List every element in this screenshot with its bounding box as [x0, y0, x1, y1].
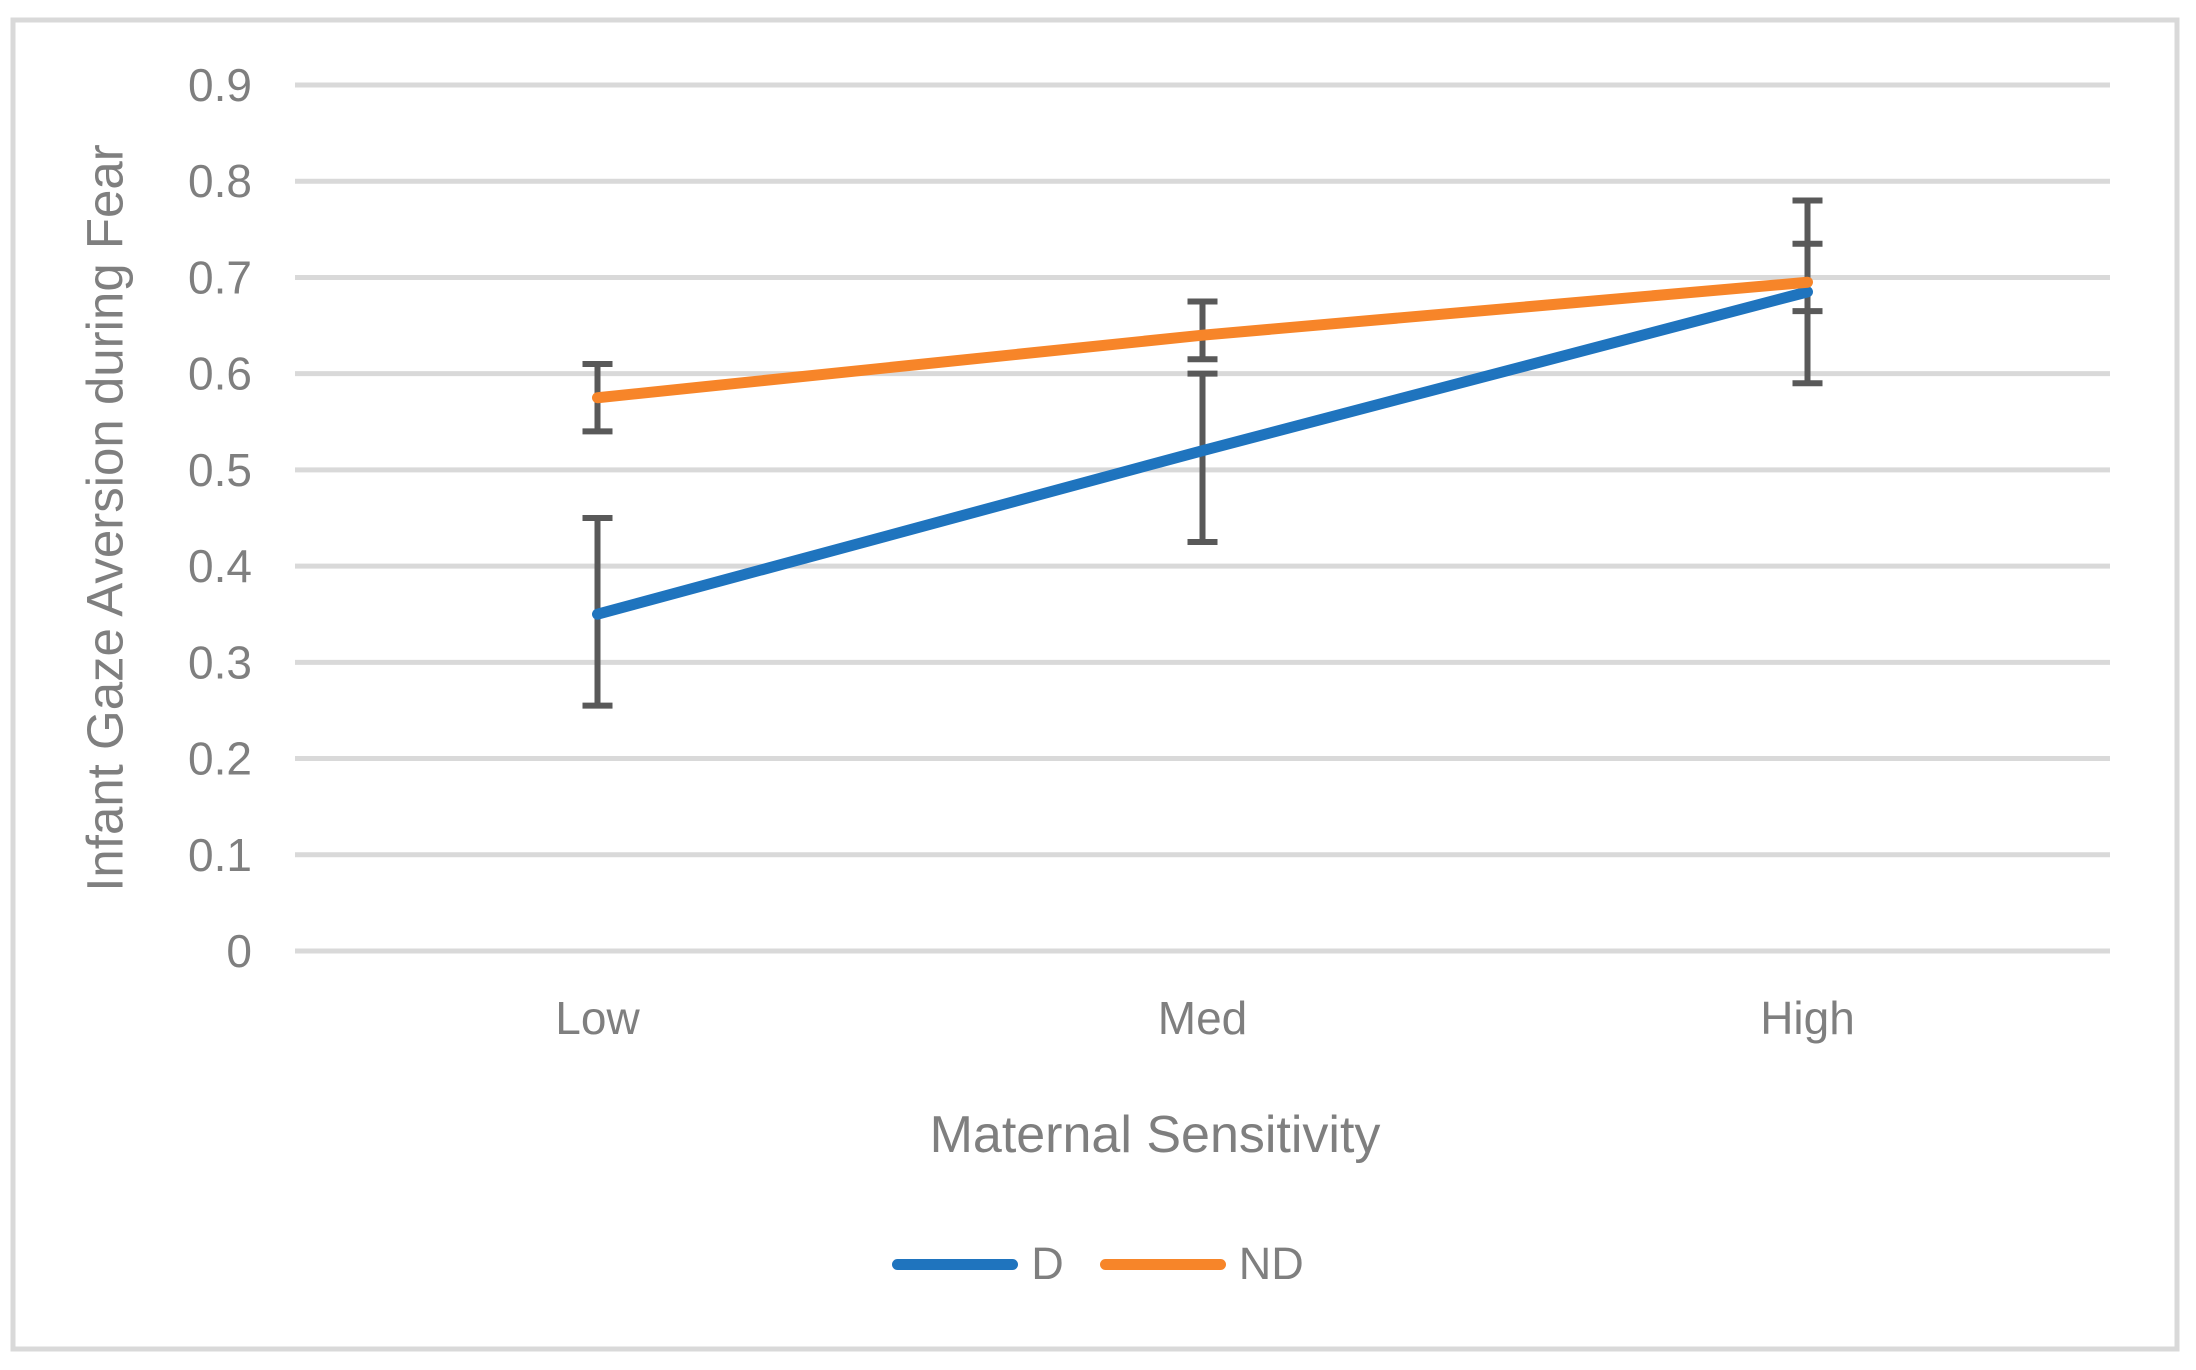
legend-label-nd: ND	[1238, 1238, 1304, 1289]
y-tick-label: 0.1	[188, 829, 252, 881]
y-tick-label: 0.7	[188, 251, 252, 303]
y-tick-label: 0.6	[188, 348, 252, 400]
legend: D ND	[0, 1238, 2196, 1290]
series-line-d	[592, 286, 1813, 620]
x-axis-title: Maternal Sensitivity	[929, 1106, 1381, 1164]
y-axis-title: Infant Gaze Aversion during Fear	[76, 144, 134, 892]
y-tick-label: 0.8	[188, 155, 252, 207]
figure-border	[10, 17, 2180, 1352]
x-tick-label: High	[1760, 992, 1855, 1044]
y-tick-label: 0.4	[188, 540, 252, 592]
y-tick-label: 0.9	[188, 59, 252, 111]
legend-swatch-nd-icon	[1099, 1258, 1226, 1270]
x-tick-label: Low	[555, 992, 640, 1044]
y-tick-label: 0	[226, 925, 252, 977]
legend-swatch-d-icon	[892, 1258, 1019, 1270]
y-tick-label: 0.3	[188, 636, 252, 688]
error-bar-d	[1187, 370, 1218, 546]
legend-item-d: D	[892, 1238, 1064, 1290]
legend-item-nd: ND	[1099, 1238, 1304, 1290]
series-line-nd	[592, 276, 1813, 404]
y-tick-label: 0.5	[188, 444, 252, 496]
x-tick-label: Med	[1158, 992, 1247, 1044]
legend-label-d: D	[1031, 1238, 1064, 1289]
y-tick-label: 0.2	[188, 733, 252, 785]
